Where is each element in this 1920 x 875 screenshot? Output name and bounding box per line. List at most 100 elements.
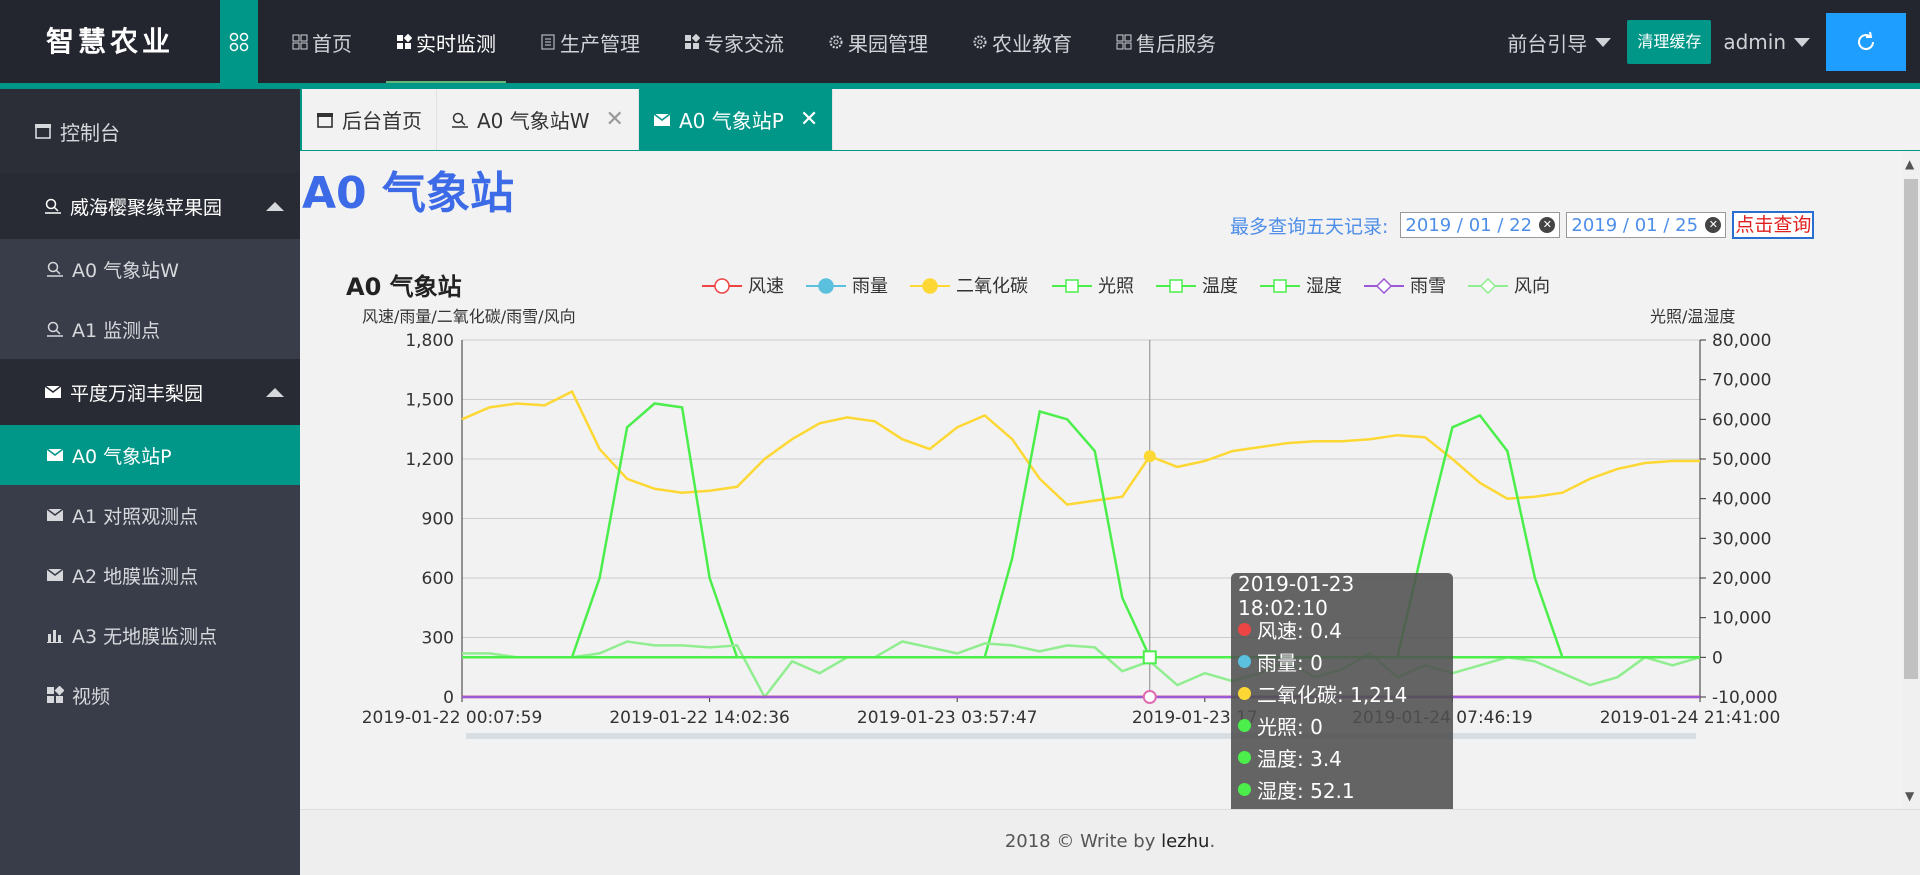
- end-date-input[interactable]: 2019 / 01 / 25 ✕: [1566, 212, 1727, 238]
- sidebar-item-console[interactable]: 控制台: [0, 89, 300, 173]
- legend-marker: [818, 278, 834, 294]
- y-axis-right-label: 光照/温湿度: [1650, 307, 1735, 326]
- sidebar-item-pingdu-a3[interactable]: A3 无地膜监测点: [0, 605, 300, 665]
- y-left-tick-label: 900: [422, 510, 454, 530]
- sidebar-item-video[interactable]: 视频: [0, 665, 300, 725]
- tab-label: 后台首页: [342, 109, 422, 133]
- app-logo[interactable]: 智慧农业: [45, 25, 174, 58]
- scroll-down-icon[interactable]: ▼: [1905, 789, 1915, 803]
- chart-tooltip: 2019-01-23 18:02:10 风速: 0.4 雨量: 0 二氧化碳: 1,…: [1231, 572, 1453, 809]
- series-dot-icon: [1238, 654, 1251, 668]
- series-dot-icon: [1238, 718, 1251, 732]
- vertical-scrollbar[interactable]: ▲ ▼: [1902, 151, 1920, 809]
- caret-down-icon: [1794, 37, 1810, 47]
- sidebar-group-label: 平度万润丰梨园: [70, 382, 204, 405]
- query-button[interactable]: 点击查询: [1732, 211, 1815, 239]
- close-icon[interactable]: ✕: [605, 107, 624, 132]
- legend-label: 风速: [748, 276, 784, 297]
- nav-realtime-monitoring[interactable]: 实时监测: [374, 0, 518, 86]
- mail-icon: [46, 568, 64, 581]
- clear-icon[interactable]: ✕: [1705, 217, 1722, 233]
- guide-dropdown[interactable]: 前台引导: [1507, 28, 1612, 57]
- sidebar-item-weihai-a1[interactable]: A1 监测点: [0, 299, 300, 359]
- tab-weather-w[interactable]: A0 气象站W ✕: [437, 89, 639, 150]
- sidebar: 控制台 威海樱聚缘苹果园 A0 气象站W A1 监测点 平度万润丰梨园 A0 气…: [0, 89, 300, 875]
- clear-cache-button[interactable]: 清理缓存: [1627, 20, 1712, 64]
- tooltip-row: 风速: 0.4: [1238, 613, 1446, 645]
- nav-education[interactable]: 农业教育: [950, 0, 1094, 84]
- user-dropdown[interactable]: admin: [1723, 30, 1810, 54]
- tab-label: A0 气象站P: [678, 109, 784, 133]
- gear-icon: [973, 35, 987, 49]
- sidebar-item-weihai-a0[interactable]: A0 气象站W: [0, 239, 300, 299]
- footer: 2018 © Write by lezhu.: [300, 809, 1920, 875]
- y-left-tick-label: 0: [443, 688, 454, 708]
- refresh-button[interactable]: [1826, 13, 1906, 71]
- nav-home[interactable]: 首页: [270, 0, 374, 84]
- scroll-up-icon[interactable]: ▲: [1905, 157, 1915, 171]
- sidebar-item-label: A0 气象站P: [72, 445, 172, 468]
- date-query-bar: 最多查询五天记录: 2019 / 01 / 22 ✕ 2019 / 01 / 2…: [1230, 211, 1815, 239]
- sidebar-item-label: 视频: [72, 685, 111, 708]
- x-tick-label: 2019-01-24 21:41:00: [1600, 708, 1781, 728]
- legend-label: 雨量: [852, 276, 888, 297]
- nav-label: 专家交流: [704, 31, 784, 56]
- footer-suffix: .: [1209, 831, 1216, 852]
- nav-production[interactable]: 生产管理: [518, 0, 662, 84]
- y-right-tick-label: 30,000: [1712, 529, 1771, 549]
- sidebar-group-label: 威海樱聚缘苹果园: [70, 196, 223, 219]
- footer-prefix: 2018 © Write by: [1004, 831, 1162, 852]
- mail-icon: [44, 385, 62, 398]
- y-left-tick-label: 1,200: [405, 450, 454, 470]
- series-dot-icon: [1238, 750, 1251, 764]
- nav-label: 农业教育: [992, 31, 1072, 56]
- tooltip-row: 雨量: 0: [1238, 645, 1446, 677]
- nav-label: 果园管理: [848, 31, 928, 56]
- apps-icon: [685, 34, 700, 49]
- sidebar-item-label: A3 无地膜监测点: [72, 625, 218, 648]
- x-tick-label: 2019-01-22 00:07:59: [362, 708, 543, 728]
- content-frame: A0 气象站 最多查询五天记录: 2019 / 01 / 22 ✕ 2019 /…: [302, 151, 1902, 809]
- search-cloud-icon: [452, 112, 468, 128]
- legend-label: 湿度: [1306, 276, 1342, 297]
- y-right-tick-label: -10,000: [1712, 688, 1778, 708]
- scroll-thumb[interactable]: [1904, 179, 1918, 679]
- y-left-tick-label: 300: [422, 629, 454, 649]
- tooltip-value: 风速: 0.4: [1257, 618, 1342, 643]
- home-icon: [317, 112, 333, 128]
- nav-after-sales[interactable]: 售后服务: [1094, 0, 1238, 84]
- sidebar-item-label: A0 气象站W: [72, 259, 179, 282]
- close-icon[interactable]: ✕: [799, 107, 819, 132]
- legend-marker: [1273, 279, 1287, 293]
- clear-icon[interactable]: ✕: [1539, 217, 1556, 233]
- x-tick-label: 2019-01-22 14:02:36: [609, 708, 790, 728]
- nav-expert[interactable]: 专家交流: [662, 0, 806, 84]
- nav-label: 实时监测: [416, 31, 496, 56]
- tab-dashboard[interactable]: 后台首页: [302, 89, 437, 150]
- sidebar-item-pingdu-a0[interactable]: A0 气象站P: [0, 425, 300, 485]
- home-icon: [35, 124, 51, 139]
- nav-label: 售后服务: [1136, 31, 1216, 56]
- sidebar-group-weihai[interactable]: 威海樱聚缘苹果园: [0, 173, 300, 239]
- tab-weather-p[interactable]: A0 气象站P ✕: [638, 89, 834, 150]
- caret-up-icon: [266, 201, 284, 211]
- sidebar-group-pingdu[interactable]: 平度万润丰梨园: [0, 359, 300, 425]
- query-label: 最多查询五天记录:: [1230, 215, 1389, 238]
- nav-orchard[interactable]: 果园管理: [806, 0, 950, 84]
- series-dot-icon: [1238, 782, 1251, 796]
- page-title: A0 气象站: [302, 168, 514, 219]
- sidebar-item-pingdu-a1[interactable]: A1 对照观测点: [0, 485, 300, 545]
- footer-author[interactable]: lezhu: [1161, 831, 1210, 852]
- series-dot-icon: [1238, 622, 1251, 636]
- y-right-tick-label: 40,000: [1712, 490, 1771, 510]
- menu-toggle-button[interactable]: [220, 0, 258, 84]
- sidebar-item-label: A1 对照观测点: [72, 505, 199, 528]
- gear-icon: [829, 35, 843, 49]
- grid-icon: [292, 34, 308, 50]
- header-accent-bar: [0, 83, 1920, 89]
- sidebar-item-pingdu-a2[interactable]: A2 地膜监测点: [0, 545, 300, 605]
- nav-label: 生产管理: [560, 31, 640, 56]
- apps-icon: [229, 32, 249, 52]
- start-date-input[interactable]: 2019 / 01 / 22 ✕: [1400, 212, 1561, 238]
